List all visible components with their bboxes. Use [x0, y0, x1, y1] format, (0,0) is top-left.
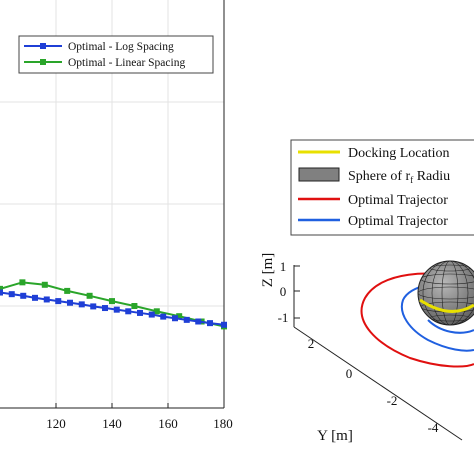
sphere-body — [417, 260, 474, 326]
series-point — [64, 287, 71, 294]
legend-label-log: Optimal - Log Spacing — [68, 41, 174, 53]
left-x-tick-label: 120 — [46, 416, 66, 431]
z-tick-label-1: 1 — [280, 259, 287, 274]
series-point — [20, 292, 27, 299]
legend-label-docking: Docking Location — [348, 146, 449, 161]
series-point — [221, 321, 227, 328]
y-tick-label-0: 0 — [346, 366, 353, 381]
left-series — [0, 279, 227, 330]
trajectory-red — [360, 272, 474, 368]
sphere — [417, 260, 474, 326]
series-point — [113, 306, 120, 313]
series-point — [207, 320, 213, 327]
sphere-equator-highlight — [419, 298, 474, 313]
series-point — [90, 303, 97, 310]
z-ticks — [294, 265, 300, 319]
series-point — [67, 299, 73, 306]
z-tick-label-0: 0 — [280, 284, 287, 299]
y-tick-label-neg2: -2 — [387, 393, 398, 408]
series-point — [0, 289, 3, 296]
axis-3d-frame — [293, 265, 463, 441]
series-point — [148, 311, 155, 318]
series-point — [102, 305, 108, 312]
right-legend: Docking Location Sphere of rf Radiu Opti… — [290, 139, 474, 236]
legend-swatch-sphere — [298, 167, 340, 182]
left-x-tick-label: 160 — [158, 416, 178, 431]
series-point — [153, 308, 160, 315]
series-point — [109, 298, 115, 305]
legend-label-sphere: Sphere of rf Radiu — [348, 169, 450, 185]
series-point — [125, 308, 132, 315]
y-tick-label-2: 2 — [308, 336, 315, 351]
left-x-tick-label: 140 — [102, 416, 122, 431]
left-chart: 120 140 160 180 Optimal - Log Spacing Optim… — [0, 0, 233, 431]
series-point — [176, 313, 183, 320]
series-point — [55, 298, 62, 305]
left-x-ticks: 120 140 160 180 — [46, 403, 233, 431]
right-chart: 1 0 -1 Z [m] 2 0 -2 -4 Y [m] — [260, 139, 474, 444]
series-point — [160, 313, 167, 320]
y-axis-label: Y [m] — [317, 428, 353, 444]
series-point — [19, 279, 26, 286]
series-point — [131, 303, 138, 309]
y-tick-label-neg4: -4 — [428, 420, 439, 435]
left-legend-box — [18, 35, 214, 74]
z-axis-label: Z [m] — [260, 253, 276, 288]
series-point — [195, 318, 202, 325]
left-x-tick-label: 180 — [213, 416, 233, 431]
z-tick-label-neg1: -1 — [278, 310, 289, 325]
series-point — [172, 315, 178, 322]
series-point — [0, 285, 3, 292]
legend-marker-linear — [40, 59, 46, 65]
series-point — [43, 296, 50, 303]
series-point — [32, 294, 38, 301]
legend-label-red: Optimal Trajector — [348, 193, 448, 208]
series-point — [8, 291, 15, 298]
legend-label-blue: Optimal Trajector — [348, 214, 448, 229]
series-point — [183, 316, 190, 323]
series-point — [78, 301, 85, 308]
y-axis-line — [293, 326, 463, 441]
left-legend: Optimal - Log Spacing Optimal - Linear S… — [18, 35, 214, 74]
legend-marker-log — [40, 43, 46, 49]
series-point — [137, 309, 143, 316]
series-point — [86, 292, 93, 299]
legend-label-linear: Optimal - Linear Spacing — [68, 57, 185, 69]
series-point — [41, 281, 48, 288]
